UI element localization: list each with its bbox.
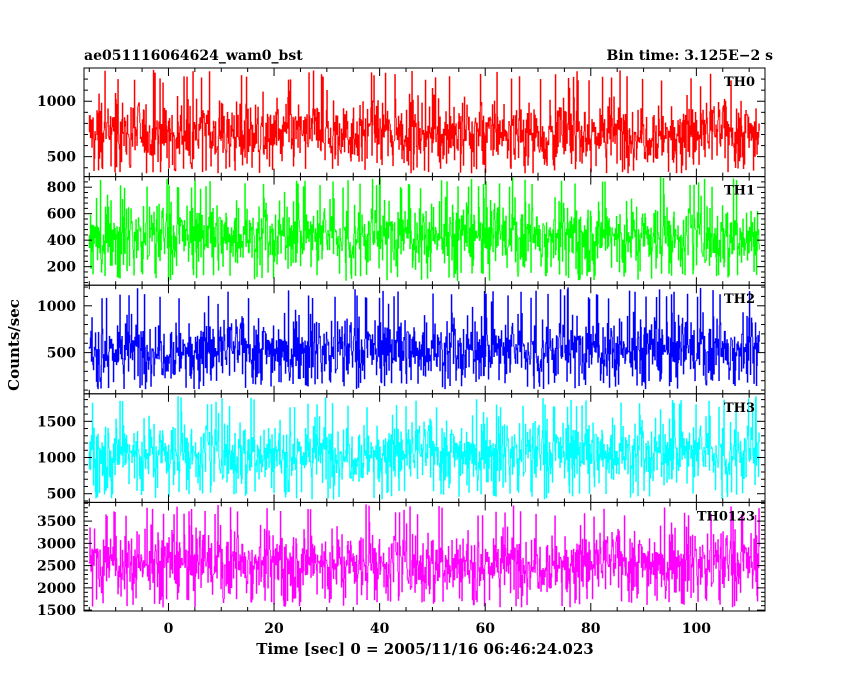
y-tick-label: 2500 [37,559,76,575]
panel-label-th2: TH2 [724,292,755,307]
panel-th0: 500 1000 TH0 [37,67,766,178]
y-tick-label: 800 [47,180,76,196]
panel-th0123: 1500 2000 2500 3000 3500 TH0123 [37,501,766,619]
x-axis: 0 20 40 60 80 100 [164,621,712,637]
y-tick-label: 200 [47,260,76,276]
y-tick-label: 400 [47,233,76,249]
y-tick-label: 500 [47,346,76,362]
series-th0123 [88,504,760,608]
y-tick-label: 1500 [37,414,76,430]
y-tick-label: 3500 [37,514,76,530]
y-tick-label: 1000 [37,299,76,315]
series-th3 [88,396,760,500]
panels-group: 500 1000 TH0 200 400 600 800 TH1 500 1000 TH2 500 10… [37,67,766,619]
x-axis-label: Time [sec] 0 = 2005/11/16 06:46:24.023 [256,640,593,658]
x-tick-label: 80 [581,621,601,637]
y-tick-label: 1000 [37,94,76,110]
x-tick-label: 40 [370,621,390,637]
panel-th2: 500 1000 TH2 [37,284,766,395]
panel-label-th3: TH3 [724,401,755,416]
series-th1 [88,176,760,282]
panel-label-th0123: TH0123 [697,509,755,524]
y-tick-label: 2000 [37,581,76,597]
y-tick-label: 1000 [37,451,76,467]
panel-label-th1: TH1 [724,184,755,199]
x-tick-label: 0 [164,621,174,637]
y-tick-label: 500 [47,487,76,503]
x-tick-label: 100 [682,621,711,637]
y-tick-label: 3000 [37,536,76,552]
x-tick-label: 60 [475,621,495,637]
y-axis-label: Counts/sec [5,299,23,391]
y-tick-label: 500 [47,150,76,166]
y-tick-label: 600 [47,207,76,223]
y-tick-label: 1500 [37,603,76,619]
series-th2 [88,287,760,390]
panel-th1: 200 400 600 800 TH1 [47,176,766,286]
panel-th3: 500 1000 1500 TH3 [37,393,766,503]
panel-label-th0: TH0 [724,75,755,90]
chart-title-left: ae051116064624_wam0_bst [84,48,303,64]
x-tick-label: 20 [264,621,284,637]
chart-title-right: Bin time: 3.125E−2 s [607,48,774,64]
series-th0 [88,69,760,174]
